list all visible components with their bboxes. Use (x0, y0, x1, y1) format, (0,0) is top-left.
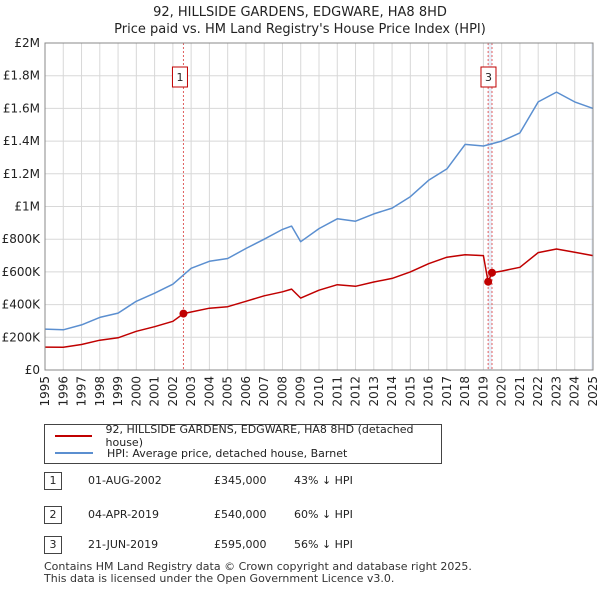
legend-swatch-property (55, 435, 92, 437)
x-tick-label: 2022 (531, 376, 545, 407)
sale-point (487, 268, 496, 277)
x-tick-label: 1998 (93, 376, 107, 407)
y-tick-label: £1M (14, 200, 40, 214)
x-tick-label: 1997 (75, 376, 89, 407)
y-tick-label: £800K (2, 232, 42, 246)
table-row: 3 21-JUN-2019 £595,000 56% ↓ HPI (44, 536, 444, 554)
marker-label-box (171, 66, 188, 88)
sale-number-badge: 3 (44, 536, 62, 554)
sale-point (484, 277, 493, 286)
y-tick-label: £0 (25, 363, 40, 377)
footer: Contains HM Land Registry data © Crown c… (44, 561, 472, 585)
x-tick-label: 2015 (403, 376, 417, 407)
y-tick-label: £600K (2, 265, 42, 279)
title-subtitle: Price paid vs. HM Land Registry's House … (114, 22, 486, 37)
x-tick-label: 2008 (275, 376, 289, 407)
y-tick-label: £400K (2, 298, 42, 312)
x-tick-label: 2009 (294, 376, 308, 407)
x-tick-label: 2019 (476, 376, 490, 407)
x-tick-label: 2001 (148, 376, 162, 407)
y-tick-label: £1.6M (3, 101, 40, 115)
x-tick-label: 2021 (513, 376, 527, 407)
hpi-line (44, 91, 594, 331)
x-tick-label: 2010 (312, 376, 326, 407)
sale-number-badge: 1 (44, 472, 62, 490)
sale-date: 01-AUG-2002 (88, 474, 162, 487)
x-tick-label: 2006 (239, 376, 253, 407)
legend-label-property: 92, HILLSIDE GARDENS, EDGWARE, HA8 8HD (… (105, 423, 414, 449)
x-tick-label: 2004 (202, 376, 216, 407)
legend: 92, HILLSIDE GARDENS, EDGWARE, HA8 8HD (… (44, 423, 442, 464)
y-tick-label: £2M (14, 36, 40, 50)
sale-hpi-diff: 56% ↓ HPI (294, 538, 353, 551)
title-address: 92, HILLSIDE GARDENS, EDGWARE, HA8 8HD (153, 5, 447, 20)
sale-price: £595,000 (214, 538, 267, 551)
sale-price: £345,000 (214, 474, 267, 487)
x-tick-label: 2005 (221, 376, 235, 407)
x-tick-label: 2020 (495, 376, 509, 407)
sale-hpi-diff: 60% ↓ HPI (294, 508, 353, 521)
legend-label-hpi: HPI: Average price, detached house, Barn… (107, 446, 348, 460)
sale-hpi-diff: 43% ↓ HPI (294, 474, 353, 487)
price-chart: £0 £200K £400K £600K £800K £1M £1.2M £1.4M £1.6M… (2, 36, 600, 407)
x-tick-label: 2013 (367, 376, 381, 407)
x-tick-label: 2014 (385, 376, 399, 407)
x-tick-label: 2007 (257, 376, 271, 407)
x-tick-label: 2016 (422, 376, 436, 407)
x-tick-label: 2002 (166, 376, 180, 407)
legend-item-property: 92, HILLSIDE GARDENS, EDGWARE, HA8 8HD (… (55, 423, 441, 449)
y-tick-label: £1.4M (3, 134, 40, 148)
footer-license: This data is licensed under the Open Gov… (44, 572, 395, 585)
x-tick-label: 1996 (56, 376, 70, 407)
x-tick-label: 2024 (568, 376, 582, 407)
x-tick-label: 2023 (549, 376, 563, 407)
legend-item-hpi: HPI: Average price, detached house, Barn… (55, 445, 347, 461)
x-tick-label: 2000 (129, 376, 143, 407)
x-tick-label: 2011 (330, 376, 344, 407)
x-tick-label: 2025 (586, 376, 600, 407)
x-tick-label: 2003 (184, 376, 198, 407)
marker-label-text: 3 (485, 71, 492, 84)
sale-point (179, 309, 188, 318)
x-tick-label: 1995 (38, 376, 52, 407)
x-tick-label: 2017 (440, 376, 454, 407)
marker-label-box (480, 66, 497, 88)
x-tick-label: 2012 (349, 376, 363, 407)
x-tick-label: 2018 (458, 376, 472, 407)
chart-title: 92, HILLSIDE GARDENS, EDGWARE, HA8 8HD P… (0, 4, 600, 38)
sale-number-badge: 2 (44, 506, 62, 524)
x-tick-label: 1999 (111, 376, 125, 407)
y-tick-label: £1.2M (3, 167, 40, 181)
y-tick-label: £200K (2, 330, 42, 344)
legend-swatch-hpi (55, 452, 93, 454)
sale-date: 21-JUN-2019 (88, 538, 159, 551)
table-row: 1 01-AUG-2002 £345,000 43% ↓ HPI (44, 472, 444, 490)
plot-frame (44, 42, 594, 371)
table-row: 2 04-APR-2019 £540,000 60% ↓ HPI (44, 506, 444, 524)
y-tick-label: £1.8M (3, 69, 40, 83)
sale-date: 04-APR-2019 (88, 508, 160, 521)
footer-copyright: Contains HM Land Registry data © Crown c… (44, 560, 472, 573)
sale-price: £540,000 (214, 508, 267, 521)
marker-label-text: 1 (176, 71, 183, 84)
